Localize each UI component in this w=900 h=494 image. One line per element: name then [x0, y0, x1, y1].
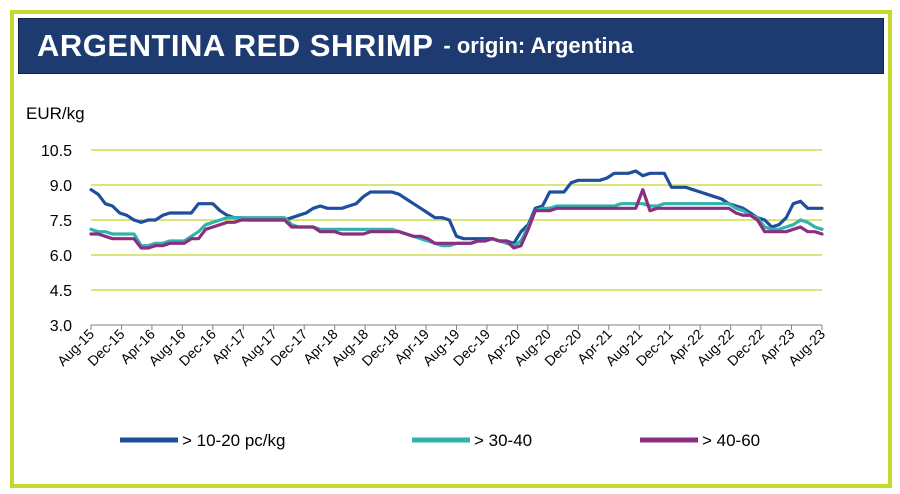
y-tick-label: 10.5: [41, 143, 72, 160]
y-tick-label: 4.5: [50, 283, 72, 300]
y-tick-label: 6.0: [50, 248, 72, 265]
y-tick-label: 9.0: [50, 178, 72, 195]
title-banner: ARGENTINA RED SHRIMP - origin: Argentina: [18, 18, 884, 74]
series-line-1: [89, 169, 824, 245]
y-tick-label: 7.5: [50, 213, 72, 230]
series-line-3: [89, 188, 824, 250]
chart-subtitle: - origin: Argentina: [443, 33, 634, 58]
chart-title: ARGENTINA RED SHRIMP: [37, 28, 434, 63]
legend-label: > 10-20 pc/kg: [182, 431, 286, 450]
legend-label: > 30-40: [474, 431, 532, 450]
chart-frame: ARGENTINA RED SHRIMP - origin: Argentina: [10, 10, 892, 488]
y-tick-label: 3.0: [50, 318, 72, 335]
legend-label: > 40-60: [702, 431, 760, 450]
series-line-2: [89, 202, 824, 248]
y-axis-label: EUR/kg: [26, 104, 85, 123]
